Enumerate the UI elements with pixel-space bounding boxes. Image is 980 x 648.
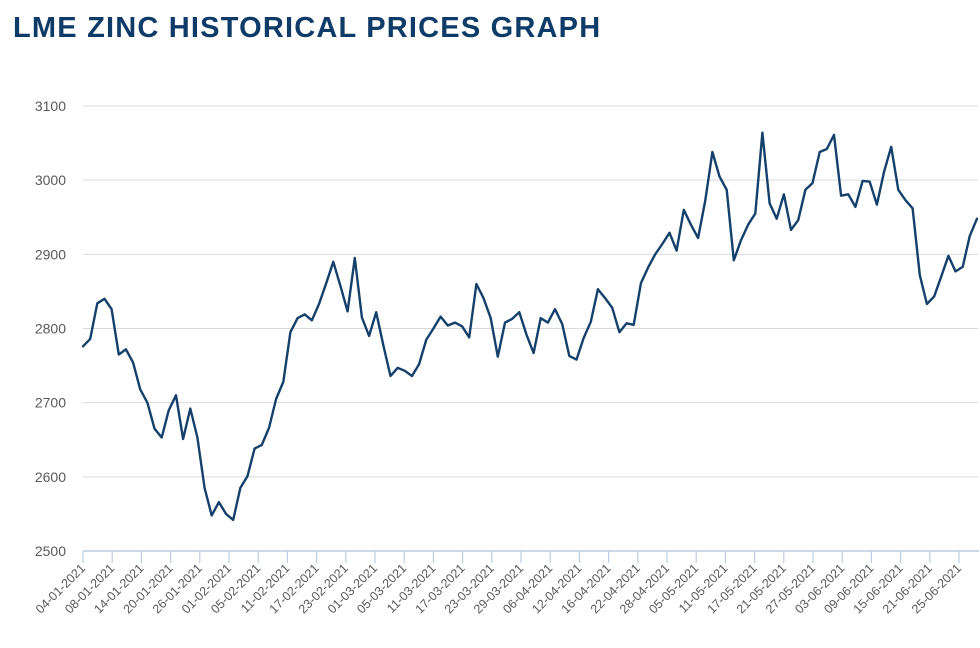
- series-line-lme-zinc: [81, 131, 979, 522]
- y-tick-label: 2500: [35, 543, 66, 559]
- y-tick-label: 3100: [35, 98, 66, 114]
- y-tick-label: 2800: [35, 321, 66, 337]
- y-tick-label: 2600: [35, 469, 66, 485]
- chart-title: LME ZINC HISTORICAL PRICES GRAPH: [13, 12, 602, 44]
- y-tick-label: 3000: [35, 172, 66, 188]
- x-axis: [82, 550, 979, 563]
- y-tick-label: 2700: [35, 395, 66, 411]
- gridlines: [83, 105, 978, 478]
- series-layer: [81, 131, 979, 522]
- x-axis-tick-labels: 04-01-202108-01-202114-01-202120-01-2021…: [33, 561, 964, 616]
- y-axis-ticks: 2500 2600 2700 2800 2900 3000 3100: [35, 98, 66, 559]
- y-tick-label: 2900: [35, 246, 66, 262]
